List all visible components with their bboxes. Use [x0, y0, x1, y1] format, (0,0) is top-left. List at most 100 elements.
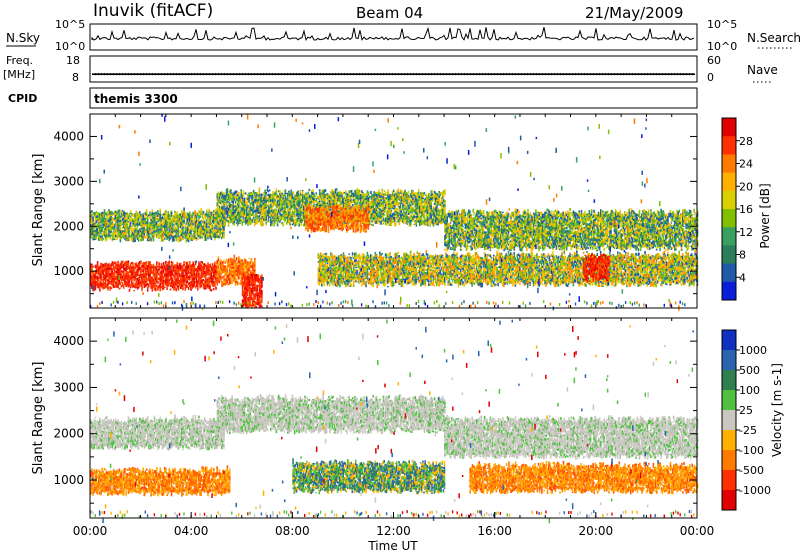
echo-cell: [283, 223, 285, 226]
echo-cell: [158, 269, 160, 271]
nave-dot: [197, 73, 198, 75]
echo-cell: [174, 287, 176, 288]
echo-cell: [138, 287, 140, 289]
echo-cell: [234, 198, 236, 201]
echo-cell: [285, 194, 287, 196]
echo-cell: [250, 272, 252, 274]
echo-cell: [125, 233, 127, 235]
echo-cell: [256, 192, 258, 193]
echo-cell: [265, 203, 267, 204]
nave-dot: [305, 73, 306, 75]
nave-dot: [512, 73, 513, 75]
echo-cell: [216, 233, 218, 235]
echo-cell: [275, 223, 277, 224]
echo-cell: [197, 289, 199, 290]
echo-cell: [214, 227, 216, 230]
echo-cell: [219, 280, 221, 283]
echo-cell: [197, 287, 199, 289]
echo-cell: [146, 281, 148, 283]
nave-dot: [545, 73, 546, 75]
echo-cell: [230, 192, 232, 193]
echo-cell: [137, 227, 139, 230]
nave-dot: [527, 73, 528, 75]
nave-dot: [491, 73, 492, 75]
echo-cell: [172, 235, 174, 236]
echo-cell: [204, 267, 206, 269]
echo-cell: [229, 202, 231, 204]
nave-dot: [176, 73, 177, 75]
nave-dot: [386, 73, 387, 75]
echo-cell: [210, 285, 212, 286]
echo-cell: [191, 216, 193, 218]
echo-cell: [244, 198, 246, 201]
echo-cell: [198, 273, 200, 275]
echo-cell: [254, 268, 256, 269]
nave-dot: [656, 73, 657, 75]
echo-cell: [172, 262, 174, 264]
echo-cell: [265, 202, 267, 203]
echo-cell: [280, 219, 282, 221]
echo-cell: [178, 288, 180, 291]
nave-dot: [578, 73, 579, 75]
echo-cell: [223, 226, 225, 228]
echo-cell: [92, 217, 94, 219]
echo-cell: [182, 228, 184, 230]
echo-cell: [128, 260, 130, 263]
echo-cell: [97, 261, 99, 264]
nave-dot: [182, 73, 183, 75]
echo-cell: [248, 258, 250, 259]
echo-cell: [104, 215, 106, 218]
nave-dot: [323, 73, 324, 75]
echo-cell: [130, 210, 132, 213]
echo-cell: [239, 222, 241, 223]
echo-cell: [268, 202, 270, 204]
echo-cell: [261, 306, 263, 308]
echo-cell: [286, 224, 288, 225]
echo-cell: [261, 274, 263, 277]
echo-cell: [166, 288, 168, 289]
echo-cell: [185, 212, 187, 214]
echo-cell: [178, 277, 180, 279]
nave-dot: [632, 73, 633, 75]
echo-cell: [182, 286, 184, 288]
echo-cell: [137, 226, 139, 227]
echo-cell: [146, 275, 148, 278]
echo-cell: [236, 257, 238, 260]
echo-cell: [250, 204, 252, 206]
nave-dot: [293, 73, 294, 75]
echo-cell: [95, 224, 97, 226]
nave-dot: [485, 73, 486, 75]
echo-cell: [177, 211, 179, 213]
echo-cell: [223, 276, 225, 278]
echo-cell: [275, 222, 277, 224]
nave-dot: [272, 73, 273, 75]
echo-cell: [248, 197, 250, 199]
echo-cell: [171, 210, 173, 212]
echo-cell: [243, 196, 245, 198]
nave-dot: [452, 73, 453, 75]
echo-cell: [156, 261, 158, 263]
beam-title: Beam 04: [356, 4, 423, 22]
echo-cell: [236, 279, 238, 281]
echo-cell: [113, 284, 115, 285]
nave-dot: [437, 73, 438, 75]
echo-cell: [148, 284, 150, 286]
echo-cell: [220, 225, 222, 228]
echo-cell: [141, 289, 143, 291]
echo-cell: [129, 283, 131, 284]
nave-dot: [428, 73, 429, 75]
nave-dot: [251, 73, 252, 75]
echo-cell: [254, 262, 256, 264]
echo-cell: [245, 192, 247, 194]
nave-dot: [284, 73, 285, 75]
echo-cell: [206, 287, 208, 288]
echo-cell: [158, 262, 160, 265]
echo-cell: [281, 193, 283, 195]
echo-cell: [257, 291, 259, 292]
nave-dot: [572, 73, 573, 75]
echo-cell: [224, 224, 226, 225]
echo-cell: [152, 210, 154, 213]
echo-cell: [213, 279, 215, 280]
nave-dot: [374, 73, 375, 75]
echo-cell: [93, 228, 95, 230]
